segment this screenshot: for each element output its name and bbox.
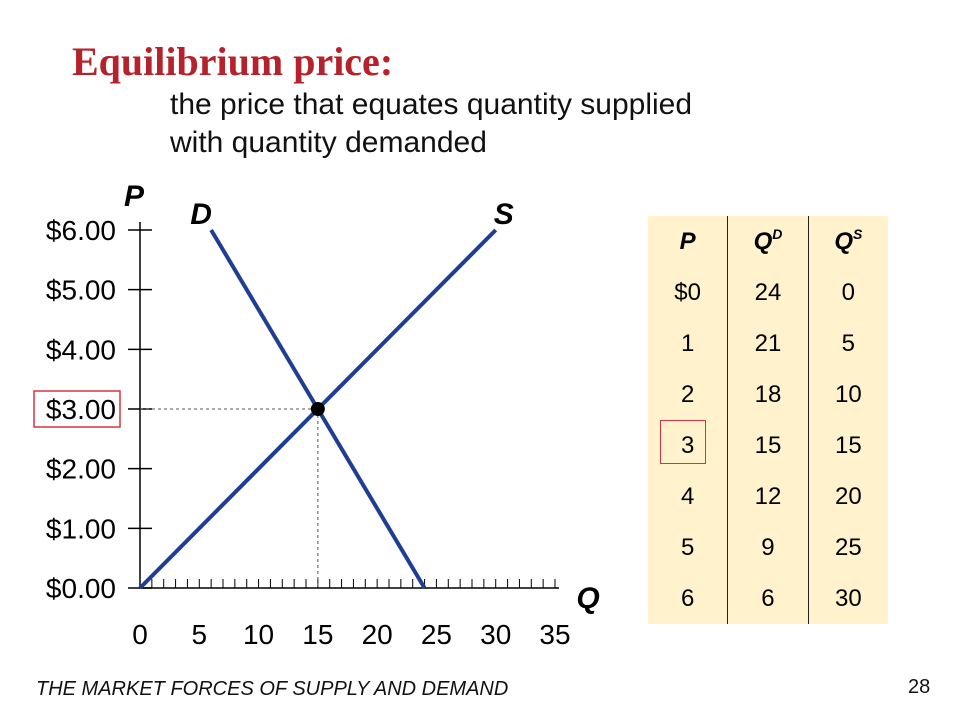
- cell-qd: 21: [727, 318, 809, 369]
- equilibrium-point: [310, 402, 325, 416]
- cell-price: 6: [680, 584, 695, 612]
- y-axis-title: P: [124, 180, 145, 213]
- slide-title: Equilibrium price:: [72, 39, 394, 84]
- subtitle-line-2: with quantity demanded: [170, 126, 487, 159]
- y-tick-label: $1.00: [46, 513, 116, 544]
- y-tick-label: $4.00: [46, 334, 116, 365]
- cell-qd: 6: [727, 573, 809, 624]
- table-header-row: P QD QS: [648, 216, 888, 267]
- table-row: 2 18 10: [648, 369, 888, 420]
- cell-qd: 12: [727, 471, 809, 522]
- cell-price: 1: [680, 329, 695, 357]
- cell-price: 2: [680, 380, 695, 408]
- cell-price: 3: [680, 431, 695, 459]
- cell-qs: 30: [834, 584, 862, 612]
- supply-demand-chart: $0.00 $1.00 $2.00 $3.00 $4.00 $5.00 $6.00 0 5 10…: [33, 180, 600, 650]
- x-tick-label: 20: [362, 619, 393, 650]
- highlighted-price-box: [33, 390, 121, 428]
- subtitle-line-1: the price that equates quantity supplied: [170, 88, 693, 121]
- x-axis-title: Q: [576, 582, 599, 615]
- page-number: 28: [908, 676, 931, 698]
- footer-text: THE MARKET FORCES OF SUPPLY AND DEMAND: [36, 678, 509, 700]
- cell-qd: 9: [727, 522, 809, 573]
- cell-qs: 5: [841, 329, 855, 357]
- x-tick-label: 10: [243, 619, 274, 650]
- x-tick-label: 35: [539, 619, 570, 650]
- y-axis: $0.00 $1.00 $2.00 $3.00 $4.00 $5.00 $6.00: [33, 215, 152, 604]
- y-tick-label: $3.00: [46, 394, 116, 425]
- cell-qd: 24: [727, 267, 809, 318]
- demand-label: D: [190, 198, 212, 231]
- slide-subtitle: the price that equates quantity supplied…: [170, 86, 870, 162]
- x-tick-label: 0: [132, 619, 148, 650]
- table-row: 5 9 25: [648, 522, 888, 573]
- y-tick-label: $5.00: [46, 275, 116, 306]
- x-tick-label: 25: [421, 619, 452, 650]
- cell-price: 4: [680, 482, 695, 510]
- y-tick-label: $2.00: [46, 454, 116, 485]
- equilibrium-row-highlight: [660, 420, 706, 464]
- cell-price: $0: [674, 278, 701, 306]
- schedule-table: P QD QS $0 24 0 1 21 5 2 18 10 3: [648, 216, 888, 624]
- header-quantity-demanded: QD: [727, 216, 809, 267]
- y-tick-label: $6.00: [46, 215, 116, 246]
- x-tick-label: 30: [480, 619, 511, 650]
- cell-qs: 10: [834, 380, 862, 408]
- x-tick-label: 15: [302, 619, 333, 650]
- axis-labels: PQ: [124, 180, 600, 615]
- table-row: 1 21 5: [648, 318, 888, 369]
- table-row: 3 15 15: [648, 420, 888, 471]
- cell-qs: 0: [841, 278, 855, 306]
- cell-qd: 18: [727, 369, 809, 420]
- table-row: 4 12 20: [648, 471, 888, 522]
- cell-qs: 15: [834, 431, 862, 459]
- cell-price: 5: [680, 533, 695, 561]
- header-quantity-supplied: QS: [834, 225, 863, 255]
- cell-qs: 20: [834, 482, 862, 510]
- cell-qd: 15: [727, 420, 809, 471]
- x-axis: 0 5 10 15 20 25 30 35: [132, 579, 571, 650]
- cell-qs: 25: [834, 533, 862, 561]
- table-row: $0 24 0: [648, 267, 888, 318]
- header-price: P: [679, 227, 696, 255]
- x-tick-label: 5: [191, 619, 207, 650]
- supply-label: S: [494, 198, 514, 231]
- table-row: 6 6 30: [648, 573, 888, 624]
- y-tick-label: $0.00: [46, 573, 116, 604]
